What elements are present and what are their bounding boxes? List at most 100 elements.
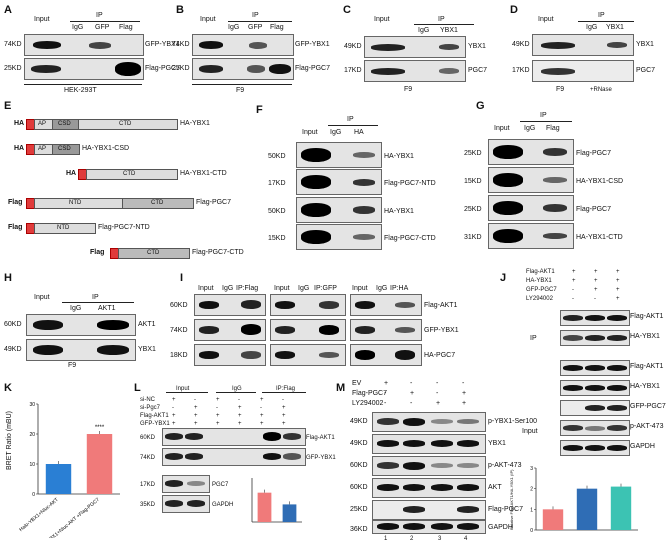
blot-row [192,34,294,56]
condition-label: EV [352,380,362,387]
blot-row [270,319,346,341]
sign-cell: - [436,380,439,387]
mw-label: 36KD [350,526,368,533]
ip-line [520,121,572,122]
ip-line [228,21,292,22]
row-label: HA-YBX1-CTD [576,234,623,241]
panel-label: F [256,104,263,116]
mw-label: 60KD [170,302,188,309]
mw-label: 49KD [350,440,368,447]
domain-box: CTD [118,248,190,259]
bar [86,434,113,494]
blot-row [270,344,346,366]
row-label: PGC7 [212,482,229,488]
sign-cell: + [594,287,598,293]
sign-cell: + [616,296,620,302]
group-label: IgG [232,386,242,392]
bar [610,486,632,530]
ip-label: IP [438,16,445,23]
mw-label: 25KD [172,65,190,72]
panel-label: B [176,4,184,16]
y-tick-label: 20 [29,432,35,438]
lane-label: IP:Flag [236,285,259,292]
lane-label: HA [354,129,364,136]
blot-row [488,223,574,249]
mw-label: 74KD [170,327,188,334]
sign-cell: + [594,269,598,275]
sign-cell: + [216,397,220,403]
row-label: YBX1 [636,41,654,48]
mw-label: 15KD [464,178,482,185]
sign-cell: + [462,400,467,407]
mw-label: 25KD [4,65,22,72]
blot-row [350,319,422,341]
condition-label: LY294002 [352,400,384,407]
condition-label: Flag-AKT1 [140,413,169,419]
row-label: PGC7 [636,67,656,74]
sign-cell: + [216,421,220,427]
y-axis-label: Relative Flag-AKT1/HA-YBX1 (IP) [509,469,514,530]
ip-line [328,125,378,126]
row-label: GFP-PGC7 [630,403,666,410]
mw-label: 17KD [268,180,286,187]
mw-label: 17KD [512,67,530,74]
group-label: Input [176,386,190,392]
lane-number: 4 [464,536,468,542]
sign-cell: + [384,380,389,387]
blot-row [162,475,210,493]
category-label: Halo-YBX1+Nluc-AKT [18,497,59,533]
blot-row [560,330,630,346]
blot-row [270,294,346,316]
blot-row [372,520,486,534]
panel-label: D [510,4,518,16]
lane-label: Input [198,285,214,292]
blot-row [192,58,294,80]
mw-label: 49KD [350,418,368,425]
ip-line [62,302,134,303]
lane-label: IP:GFP [314,285,337,292]
blot-row [350,294,422,316]
sign-cell: + [282,421,286,427]
cell-label: F9 [236,87,245,94]
blot-row [194,319,266,341]
ip-line [70,21,140,22]
lane-label: GFP [248,24,263,31]
sign-cell: - [384,390,387,397]
y-tick-label: 30 [29,402,35,408]
tag-label: Flag [90,249,105,256]
lane-label: IgG [586,24,598,31]
row-label: GFP-YBX1 [424,327,459,334]
condition-label: si-NC [140,397,155,403]
mw-label: 49KD [512,41,530,48]
sign-cell: + [172,421,176,427]
group-line [216,392,256,393]
ip-label: IP [540,112,547,119]
sign-cell: + [594,278,598,284]
mw-label: 74KD [140,455,156,461]
bar-chart: 0 1 2 3 [530,466,638,534]
blot-row [488,195,574,221]
sign-cell: - [384,400,387,407]
blot-row [372,478,486,498]
lane-label: IgG [298,285,310,292]
row-label: AKT [488,484,502,491]
row-label: GAPDH [488,524,513,531]
lane-label: Flag [546,125,560,132]
cell-label: F9 [404,86,413,93]
mw-label: 60KD [350,462,368,469]
input-label: Input [302,129,318,136]
y-tick-label: 0 [530,528,533,534]
blot-row [364,60,466,82]
condition-label: si-Pgc7 [140,405,161,411]
row-label: AKT1 [138,321,156,328]
category-label: Halo-YBX1+Nluc-AKT +Flag-PGC7 [37,497,101,538]
sign-cell: + [462,390,467,397]
mw-label: 74KD [172,41,190,48]
construct-label: Flag-PGC7-CTD [192,249,244,256]
mw-label: 49KD [4,346,22,353]
y-tick-label: 1 [530,507,533,513]
tag-label: HA [14,145,25,152]
ip-label: IP [96,12,103,19]
condition-label: GFP-PGC7 [526,287,557,293]
lane-label: YBX1 [606,24,624,31]
